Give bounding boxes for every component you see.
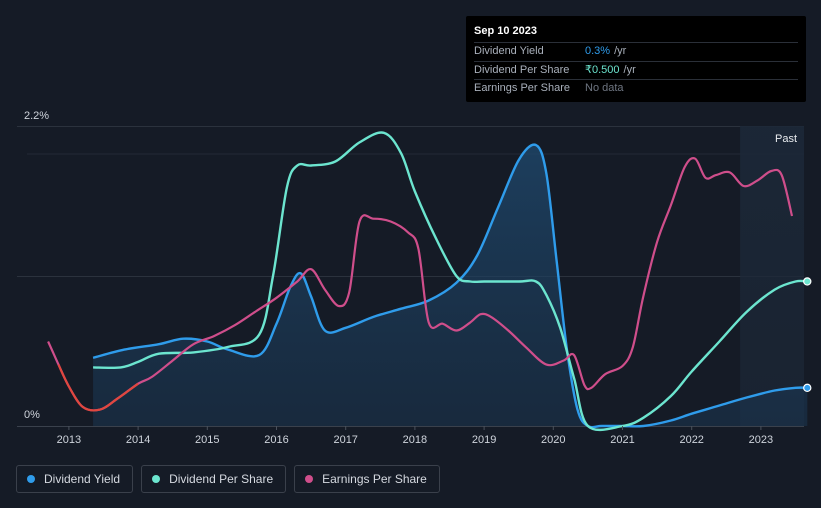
x-axis-ticks: 2013 2014 2015 2016 2017 2018 2019 2020 2021 2022…: [57, 426, 773, 446]
earnings-per-share-line: [47, 157, 794, 412]
legend-item-dividend-yield[interactable]: Dividend Yield: [16, 465, 134, 493]
tooltip-label: Dividend Per Share: [474, 63, 570, 76]
x-tick-label: 2014: [126, 434, 150, 446]
dividend-yield-area: [93, 144, 808, 428]
tooltip-value: 0.3%: [585, 45, 611, 57]
x-tick-label: 2022: [679, 434, 703, 446]
tooltip-panel: Sep 10 2023 Dividend Yield 0.3% /yr Divi…: [466, 16, 806, 102]
yield-area: [93, 144, 808, 428]
tooltip-value: No data: [585, 82, 624, 94]
tooltip-row-earnings-per-share: Earnings Per Share No data: [474, 80, 798, 98]
legend-dot-icon: [152, 475, 161, 483]
x-tick-label: 2017: [333, 434, 357, 446]
y-axis-bottom-label: 0%: [24, 409, 40, 421]
x-tick-label: 2019: [472, 434, 496, 446]
legend-label: Dividend Per Share: [169, 472, 274, 486]
dividend-per-share-line: [93, 131, 808, 432]
tooltip-unit: /yr: [623, 63, 636, 76]
legend-dot-icon: [27, 475, 35, 483]
tooltip-row-dividend-yield: Dividend Yield 0.3% /yr: [474, 43, 798, 62]
tooltip-unit: /yr: [614, 45, 627, 57]
dividend-yield-end-marker: [803, 383, 812, 393]
x-tick-label: 2013: [57, 434, 81, 446]
x-tick-label: 2015: [195, 434, 219, 446]
x-tick-label: 2021: [610, 434, 634, 446]
x-tick-label: 2020: [541, 434, 565, 446]
dividend-yield-line: [92, 143, 808, 429]
legend-dot-icon: [305, 475, 314, 483]
tooltip-value: ₹0.500: [585, 63, 620, 76]
past-region: [740, 126, 804, 426]
grid-lines: [17, 126, 804, 427]
tooltip-label: Earnings Per Share: [474, 82, 570, 94]
legend-item-earnings-per-share[interactable]: Earnings Per Share: [294, 465, 440, 493]
legend-item-dividend-per-share[interactable]: Dividend Per Share: [141, 465, 287, 493]
series-lines: [47, 131, 812, 432]
x-tick-label: 2023: [749, 434, 773, 446]
tooltip-row-dividend-per-share: Dividend Per Share ₹0.500 /yr: [474, 62, 798, 80]
legend-label: Earnings Per Share: [322, 472, 427, 486]
dividend-per-share-end-marker: [803, 277, 812, 286]
past-label: Past: [775, 133, 797, 145]
x-tick-label: 2018: [403, 434, 427, 446]
y-axis-top-label: 2.2%: [24, 110, 49, 122]
legend: Dividend Yield Dividend Per Share Earnin…: [16, 465, 440, 493]
legend-label: Dividend Yield: [44, 472, 121, 486]
x-tick-label: 2016: [264, 434, 288, 446]
tooltip-label: Dividend Yield: [474, 45, 544, 57]
earnings-decline-segment: [57, 364, 139, 412]
tooltip-date: Sep 10 2023: [474, 24, 798, 43]
past-region-shade: [740, 126, 804, 426]
